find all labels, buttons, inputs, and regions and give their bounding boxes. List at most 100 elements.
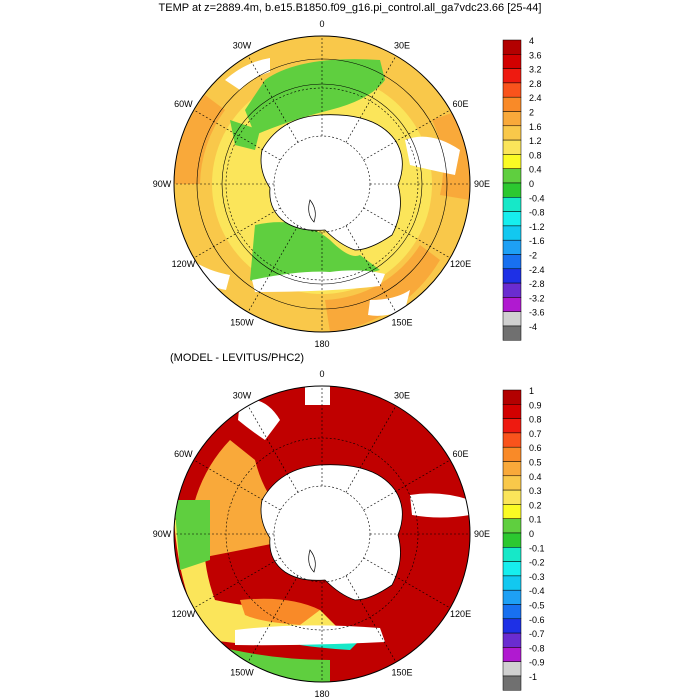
colorbar-label: -0.4 <box>529 586 545 596</box>
meridian-line <box>193 207 281 259</box>
colorbar-label: 0.9 <box>529 400 542 410</box>
longitude-label: 30E <box>394 390 410 400</box>
colorbar-label: 0 <box>529 529 534 539</box>
colorbar-label: 3.6 <box>529 50 542 60</box>
meridian-line <box>363 459 451 511</box>
longitude-label: 60W <box>174 99 193 109</box>
nodata-east <box>405 136 460 175</box>
colorbar-label: 0.4 <box>529 165 542 175</box>
meridian-line <box>193 557 281 609</box>
colorbar-swatch <box>502 54 522 69</box>
colorbar-swatch <box>502 325 522 341</box>
nodata-south-east <box>368 290 410 316</box>
colorbar-swatch <box>502 282 522 298</box>
colorbar-swatch <box>502 96 522 112</box>
panel-2-colorbar: 1 0.9 0.8 0.7 0.6 0.5 0.4 0.3 0.2 0.1 0 -0.1 -0.2 -0.… <box>502 386 545 691</box>
colorbar-label: 4 <box>529 36 534 46</box>
panel-2-graticule <box>174 386 470 682</box>
colorbar-swatch <box>502 575 522 591</box>
colorbar-label: -0.7 <box>529 629 545 639</box>
antarctica-continent-2 <box>260 464 403 601</box>
diff-west-green <box>174 500 210 570</box>
panel-1-colorbar: 4 3.6 3.2 2.8 2.4 2 1.6 1.2 0.8 0.4 0 -0.4 -0.8 -1.2 -… <box>502 36 545 341</box>
colorbar-swatch <box>502 211 522 227</box>
nodata-weddell <box>225 58 270 90</box>
colorbar-swatch <box>502 82 522 98</box>
nodata-ross <box>235 625 385 646</box>
colorbar-label: 0 <box>529 179 534 189</box>
longitude-label: 90E <box>474 529 490 539</box>
colorbar-label: 0.5 <box>529 458 542 468</box>
colorbar-label: -1.6 <box>529 236 545 246</box>
colorbar-label: -4 <box>529 322 537 332</box>
colorbar-swatch <box>502 182 522 198</box>
rim-band-west <box>174 95 225 184</box>
colorbar-swatch <box>502 604 522 620</box>
warm-anomaly-atlantic <box>245 59 385 135</box>
colorbar-swatch <box>502 489 522 505</box>
longitude-label: 120W <box>172 609 196 619</box>
colorbar-label: -0.8 <box>529 208 545 218</box>
colorbar-label: 0.4 <box>529 472 542 482</box>
meridian-line <box>363 207 451 259</box>
colorbar-swatch <box>502 297 522 312</box>
longitude-label: 60E <box>453 99 469 109</box>
longitude-label: 60W <box>174 449 193 459</box>
longitude-label: 60E <box>453 449 469 459</box>
colorbar-label: 0.2 <box>529 500 542 510</box>
meridian-line <box>247 575 299 663</box>
meridian-line <box>345 225 397 313</box>
longitude-label: 120W <box>172 259 196 269</box>
meridian-line <box>247 405 299 493</box>
colorbar-swatch <box>502 68 522 84</box>
colorbar-swatch <box>502 518 522 534</box>
meridian-line <box>345 405 397 493</box>
longitude-label: 90W <box>153 179 172 189</box>
colorbar-swatch <box>502 311 522 327</box>
colorbar-label: -2 <box>529 251 537 261</box>
diff-south-orange <box>240 598 320 625</box>
colorbar-swatch <box>502 254 522 270</box>
colorbar-label: -1 <box>529 672 537 682</box>
longitude-label: 30E <box>394 40 410 50</box>
colorbar-label: -0.8 <box>529 643 545 653</box>
meridian-line <box>247 55 299 143</box>
colorbar-swatch <box>502 504 522 519</box>
antarctica-continent <box>260 114 403 251</box>
colorbar-swatch <box>502 389 522 405</box>
colorbar-swatch <box>502 39 522 55</box>
colorbar-swatch <box>502 139 522 155</box>
colorbar-label: 3.2 <box>529 65 542 75</box>
colorbar-label: -0.1 <box>529 543 545 553</box>
colorbar-swatch <box>502 404 522 419</box>
colorbar-swatch <box>502 675 522 691</box>
longitude-label: 30W <box>233 390 252 400</box>
colorbar-swatch <box>502 589 522 605</box>
meridian-line <box>193 459 281 511</box>
longitude-label: 0 <box>319 369 324 379</box>
panel-1-title: TEMP at z=2889.4m, b.e15.B1850.f09_g16.p… <box>158 2 542 14</box>
meridian-line <box>247 225 299 313</box>
panel-1-map-border <box>173 35 471 333</box>
colorbar-swatch <box>502 461 522 477</box>
longitude-label: 120E <box>450 609 471 619</box>
colorbar-label: 2.8 <box>529 79 542 89</box>
panel-1-graticule <box>174 36 470 332</box>
colorbar-swatch <box>502 168 522 184</box>
panel-1-longitude-labels: 0 30E 60E 90E 120E 150E 180 150W 120W 90W 60W 30W <box>153 19 490 349</box>
longitude-label: 150E <box>391 668 412 678</box>
colorbar-label: -0.6 <box>529 615 545 625</box>
colorbar-swatch <box>502 125 522 141</box>
colorbar-swatch <box>502 632 522 648</box>
meridian-line <box>363 557 451 609</box>
colorbar-label: 1.6 <box>529 122 542 132</box>
longitude-label: 30W <box>233 40 252 50</box>
meridian-line <box>345 55 397 143</box>
colorbar-swatch <box>502 154 522 169</box>
colorbar-swatch <box>502 661 522 677</box>
colorbar-swatch <box>502 547 522 562</box>
meridian-line <box>193 109 281 161</box>
longitude-label: 180 <box>314 689 329 699</box>
longitude-label: 120E <box>450 259 471 269</box>
